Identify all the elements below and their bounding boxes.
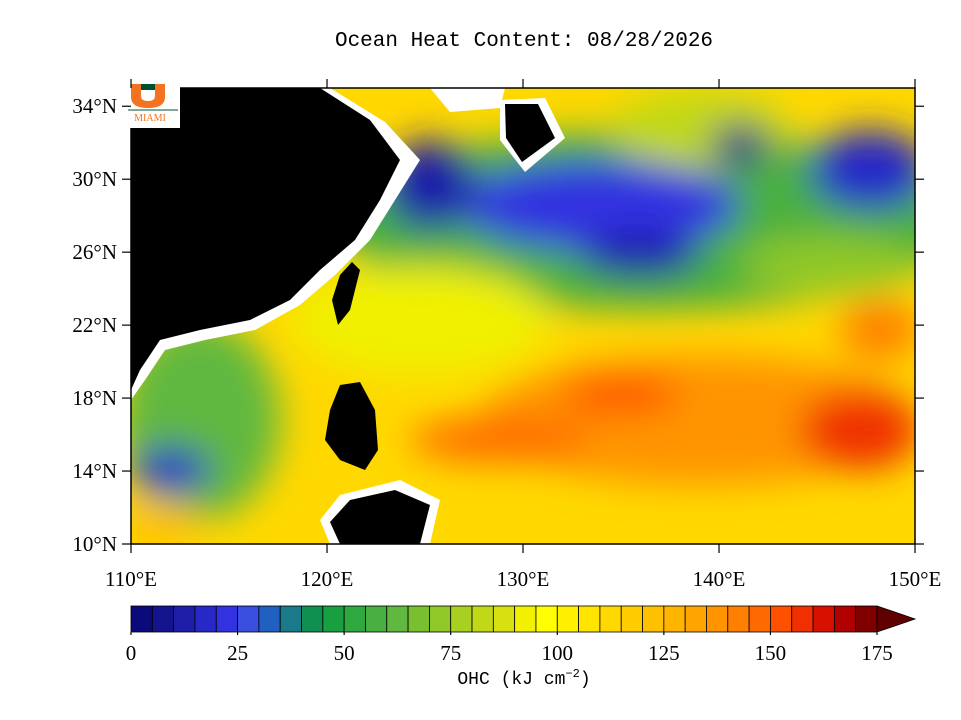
colorbar-box <box>471 605 494 633</box>
x-tick-label: 150°E <box>889 567 942 591</box>
y-tick-label: 14°N <box>72 459 117 483</box>
colorbar-box <box>343 605 366 633</box>
colorbar-box <box>770 605 793 633</box>
colorbar-box <box>812 605 835 633</box>
colorbar-box <box>706 605 729 633</box>
colorbar-box <box>514 605 537 633</box>
x-tick-label: 110°E <box>105 567 157 591</box>
colorbar-box <box>428 605 452 633</box>
y-tick-label: 26°N <box>72 240 117 264</box>
colorbar-box <box>258 605 281 633</box>
x-tick-label: 140°E <box>693 567 746 591</box>
colorbar-box <box>450 605 473 633</box>
colorbar-tick-label: 150 <box>755 641 787 665</box>
colorbar-tick-label: 75 <box>440 641 461 665</box>
colorbar-box <box>556 605 579 633</box>
colorbar-box <box>322 605 345 633</box>
logo-text: MIAMI <box>134 113 166 124</box>
colorbar-tick-label: 25 <box>227 641 248 665</box>
colorbar-box <box>492 605 516 633</box>
colorbar-box <box>173 605 196 633</box>
map-title: Ocean Heat Content: 08/28/2026 <box>335 30 713 53</box>
colorbar-box <box>279 605 302 633</box>
y-tick-label: 18°N <box>72 386 117 410</box>
colorbar-tick-label: 175 <box>861 641 893 665</box>
y-tick-label: 10°N <box>72 532 117 556</box>
colorbar-box <box>599 605 622 633</box>
colorbar-box <box>578 605 601 633</box>
ohc-field <box>131 88 915 544</box>
colorbar-box <box>663 605 686 633</box>
colorbar-box <box>215 605 238 633</box>
x-tick-label: 130°E <box>497 567 550 591</box>
colorbar-box <box>194 605 217 633</box>
colorbar-box <box>386 605 409 633</box>
logo: MIAMI <box>128 80 180 128</box>
colorbar-tick-label: 100 <box>542 641 574 665</box>
colorbar-box <box>833 605 857 633</box>
colorbar-box <box>535 605 558 633</box>
colorbar-box <box>642 605 665 633</box>
colorbar-extend <box>876 605 917 633</box>
colorbar-tick-label: 0 <box>126 641 137 665</box>
y-tick-label: 30°N <box>72 167 117 191</box>
colorbar-label-text: OHC (kJ cm <box>457 670 565 690</box>
y-tick-label: 34°N <box>72 94 117 118</box>
colorbar-box <box>748 605 771 633</box>
colorbar-box <box>365 605 388 633</box>
colorbar-box <box>620 605 643 633</box>
colorbar-box <box>407 605 430 633</box>
colorbar-box <box>151 605 175 633</box>
colorbar-label: OHC (kJ cm−2) <box>457 667 590 690</box>
colorbar-box <box>237 605 260 633</box>
colorbar-box <box>791 605 814 633</box>
colorbar-box <box>130 605 153 633</box>
colorbar-label-sup: −2 <box>565 667 579 681</box>
colorbar-tick-label: 125 <box>648 641 680 665</box>
y-tick-label: 22°N <box>72 313 117 337</box>
colorbar-label-end: ) <box>580 670 591 690</box>
colorbar-box <box>684 605 707 633</box>
colorbar-box <box>727 605 750 633</box>
x-tick-label: 120°E <box>301 567 354 591</box>
colorbar-tick-label: 50 <box>334 641 355 665</box>
colorbar-box <box>855 605 878 633</box>
colorbar-box <box>301 605 324 633</box>
